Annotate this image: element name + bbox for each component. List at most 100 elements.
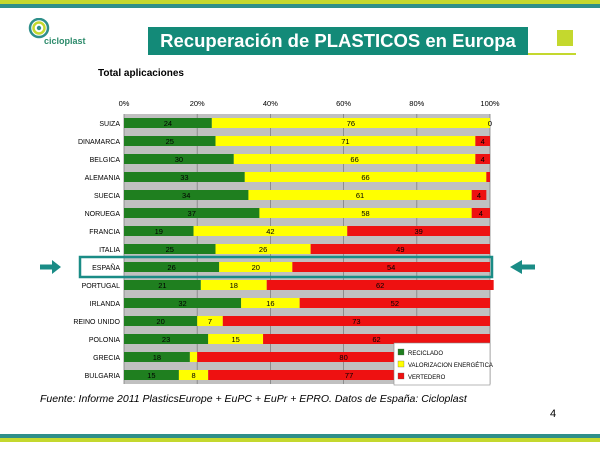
bar-segment bbox=[200, 280, 267, 290]
bar-value-label: 23 bbox=[162, 335, 170, 344]
bar-value-label: 20 bbox=[252, 263, 260, 272]
bar-segment bbox=[124, 244, 216, 254]
bar-value-label: 61 bbox=[356, 191, 364, 200]
bar-segment bbox=[197, 352, 490, 362]
bar-segment bbox=[124, 370, 179, 380]
legend-swatch bbox=[397, 360, 405, 368]
bar-value-label: 0 bbox=[488, 119, 492, 128]
arrow-left-icon bbox=[510, 260, 535, 274]
x-tick-label: 20% bbox=[190, 99, 205, 108]
bar-value-label: 18 bbox=[153, 353, 161, 362]
bar-value-label: 24 bbox=[164, 119, 172, 128]
bar-value-label: 8 bbox=[191, 371, 195, 380]
bar-segment bbox=[124, 208, 260, 218]
bar-value-label: 19 bbox=[155, 227, 163, 236]
bar-value-label: 76 bbox=[347, 119, 355, 128]
legend-swatch bbox=[397, 348, 405, 356]
bar-segment bbox=[263, 334, 490, 344]
logo-text: cicloplast bbox=[44, 36, 86, 46]
bar-segment bbox=[219, 262, 293, 272]
bar-value-label: 62 bbox=[372, 335, 380, 344]
arrow-right-icon bbox=[40, 260, 61, 274]
highlight-group bbox=[40, 255, 535, 279]
bar-value-label: 33 bbox=[180, 173, 188, 182]
legend-label: VALORIZACION ENERGÉTICA bbox=[408, 362, 493, 369]
bottom-accent-stripe-teal bbox=[0, 434, 600, 438]
bottom-accent-stripe-lime bbox=[0, 438, 600, 442]
bar-segment bbox=[124, 316, 198, 326]
cicloplast-logo: cicloplast bbox=[28, 17, 128, 50]
bar-value-label: 58 bbox=[361, 209, 369, 218]
legend-swatch bbox=[397, 372, 405, 380]
bar-segment bbox=[208, 370, 490, 380]
y-category-label: DINAMARCA bbox=[78, 139, 120, 146]
bar-value-label: 62 bbox=[376, 281, 384, 290]
legend-label: RECICLADO bbox=[408, 351, 443, 357]
y-category-label: BULGARIA bbox=[85, 373, 121, 380]
y-category-label: ESPAÑA bbox=[92, 263, 120, 272]
y-category-label: PORTUGAL bbox=[82, 283, 120, 290]
y-category-label: IRLANDA bbox=[90, 301, 121, 308]
title-accent-line bbox=[528, 53, 576, 55]
bar-value-label: 37 bbox=[188, 209, 196, 218]
bar-value-label: 4 bbox=[481, 137, 485, 146]
bar-value-label: 77 bbox=[345, 371, 353, 380]
bar-segment bbox=[233, 154, 476, 164]
bar-segment bbox=[292, 262, 490, 272]
bar-value-label: 18 bbox=[230, 281, 238, 290]
bar-segment bbox=[241, 298, 300, 308]
bar-value-label: 21 bbox=[158, 281, 166, 290]
bar-segment bbox=[189, 352, 198, 362]
bar-segment bbox=[211, 118, 490, 128]
chart-subtitle: Total aplicaciones bbox=[98, 68, 184, 79]
bar-value-label: 4 bbox=[479, 209, 483, 218]
title-accent-square bbox=[557, 30, 573, 46]
bar-value-label: 4 bbox=[477, 191, 481, 200]
bars-group: 24 76 0 25 71 4 30 66 4 33 66 34 61 4 37 58 4 19 42 39 25 26 4… bbox=[124, 118, 494, 380]
bar-segment bbox=[124, 118, 212, 128]
y-category-label: ITALIA bbox=[99, 247, 120, 254]
bar-segment bbox=[124, 262, 220, 272]
bottom-accent-bar bbox=[0, 434, 600, 442]
bar-segment bbox=[124, 136, 216, 146]
x-axis-ticks: 0% 20% 40% 60% 80% 100% bbox=[119, 99, 500, 108]
x-tick-label: 80% bbox=[409, 99, 424, 108]
top-accent-stripe-lime bbox=[0, 0, 600, 4]
bar-value-label: 26 bbox=[167, 263, 175, 272]
x-tick-label: 100% bbox=[480, 99, 500, 108]
legend-label: VERTEDERO bbox=[408, 375, 446, 381]
y-category-label: ALEMANIA bbox=[85, 175, 121, 182]
bar-value-label: 32 bbox=[178, 299, 186, 308]
bar-value-label: 54 bbox=[387, 263, 395, 272]
bar-value-label: 34 bbox=[182, 191, 190, 200]
y-category-label: FRANCIA bbox=[89, 229, 120, 236]
bar-segment bbox=[310, 244, 490, 254]
y-category-label: BELGICA bbox=[90, 157, 121, 164]
bar-value-label: 42 bbox=[266, 227, 274, 236]
bar-value-label: 15 bbox=[231, 335, 239, 344]
legend: RECICLADO VALORIZACION ENERGÉTICA VERTEDER… bbox=[393, 342, 493, 386]
x-tick-label: 0% bbox=[119, 99, 130, 108]
legend-box bbox=[393, 342, 491, 386]
recycle-swirl-icon bbox=[28, 17, 50, 39]
bar-segment bbox=[193, 226, 348, 236]
bar-value-label: 20 bbox=[156, 317, 164, 326]
bar-segment bbox=[222, 316, 490, 326]
bar-segment bbox=[124, 334, 209, 344]
bar-segment bbox=[124, 190, 249, 200]
bar-value-label: 16 bbox=[266, 299, 274, 308]
source-note: Fuente: Informe 2011 PlasticsEurope + Eu… bbox=[40, 393, 467, 405]
bar-segment bbox=[208, 334, 264, 344]
y-category-label: REINO UNIDO bbox=[73, 319, 120, 326]
bar-value-label: 80 bbox=[339, 353, 347, 362]
x-tick-label: 60% bbox=[336, 99, 351, 108]
bar-segment bbox=[215, 136, 476, 146]
bar-segment bbox=[124, 352, 190, 362]
bar-segment bbox=[248, 190, 472, 200]
bar-value-label: 73 bbox=[352, 317, 360, 326]
bar-segment bbox=[124, 172, 245, 182]
bar-segment bbox=[197, 316, 223, 326]
bar-segment bbox=[259, 208, 472, 218]
bar-segment bbox=[475, 136, 490, 146]
